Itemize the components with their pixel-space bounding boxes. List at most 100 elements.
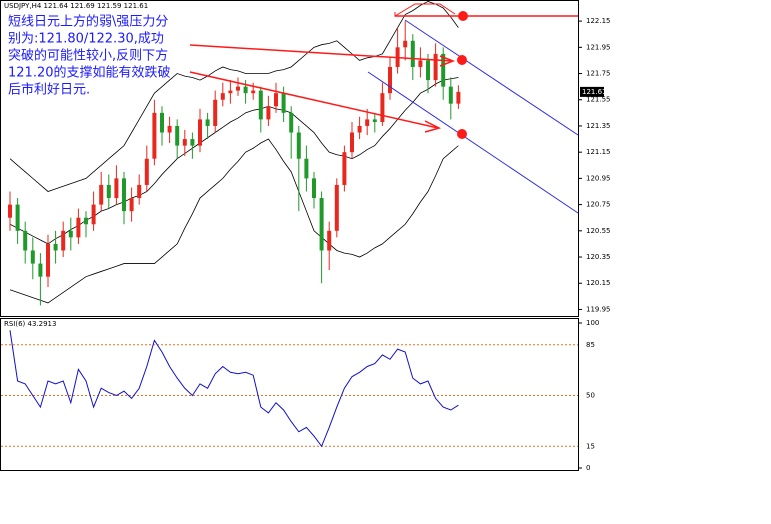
arrow	[394, 3, 456, 17]
candle-body	[8, 204, 12, 218]
candle-body	[448, 86, 453, 104]
y-tick-label: 85	[586, 341, 595, 349]
y-tick-label: 15	[586, 442, 595, 450]
candle-body	[190, 139, 195, 146]
candle-body	[68, 230, 73, 238]
y-tick-label: 121.75	[586, 70, 611, 78]
rsi-panel	[0, 318, 579, 471]
candle-body	[15, 204, 20, 231]
candle-body	[236, 86, 240, 91]
y-tick-label: 120.15	[586, 279, 611, 287]
candle-body	[281, 93, 286, 113]
channel-line	[367, 71, 579, 214]
candle-body	[456, 91, 461, 104]
candle-body	[441, 53, 446, 87]
candle-body	[388, 66, 392, 94]
annotation: 后市利好日元.	[8, 82, 90, 98]
candle-body	[304, 158, 309, 179]
candle-body	[38, 263, 43, 277]
rsi-line	[9, 330, 459, 448]
y-tick-label: 119.95	[586, 305, 611, 313]
candle-body	[182, 139, 187, 146]
channel-line	[404, 19, 579, 136]
candle-body	[312, 178, 316, 199]
arrow	[189, 71, 439, 129]
candle-body	[220, 93, 225, 100]
y-tick-label: 120.35	[586, 253, 611, 261]
candle-body	[205, 119, 210, 126]
candle-body	[433, 53, 438, 81]
candle-body	[76, 217, 81, 238]
candle-body	[289, 112, 294, 133]
candle-body	[53, 243, 58, 251]
candle-body	[365, 119, 370, 126]
candle-body	[228, 90, 233, 94]
candle-body	[266, 106, 271, 120]
y-tick-label: 120.55	[586, 227, 611, 235]
candle-body	[91, 204, 96, 225]
candle-body	[160, 112, 164, 133]
marker-dot	[458, 11, 468, 21]
candle-body	[61, 230, 66, 251]
y-tick-label: 120.95	[586, 174, 611, 182]
arrow	[424, 120, 442, 133]
candle-body	[213, 99, 218, 126]
y-tick-label: 120.75	[586, 201, 611, 209]
candle-body	[152, 112, 157, 159]
candle-body	[99, 184, 104, 205]
candle-body	[350, 132, 354, 153]
candle-body	[144, 158, 149, 185]
candle-body	[167, 125, 172, 133]
price-panel	[0, 0, 579, 317]
candle-body	[106, 184, 111, 199]
candle-body	[418, 60, 423, 67]
candle-body	[46, 243, 50, 277]
arrow	[439, 55, 456, 67]
arrow	[189, 44, 453, 62]
candle-body	[319, 198, 324, 251]
y-tick-label: 121.55	[586, 96, 611, 104]
candle-body	[175, 125, 180, 146]
candle-body	[327, 230, 332, 251]
candle-body	[334, 184, 339, 231]
annotations	[189, 3, 579, 214]
candle-body	[23, 230, 28, 251]
annotation: 121.20的支撑如能有效跌破	[8, 65, 171, 81]
candle-body	[357, 125, 362, 133]
annotation: 别为:121.80/122.30,成功	[8, 32, 164, 47]
candle-body	[243, 86, 248, 94]
candle-body	[274, 93, 278, 107]
bollinger-band	[9, 1, 459, 192]
candle-body	[296, 132, 301, 159]
candle-body	[137, 184, 142, 199]
candle-body	[251, 90, 256, 94]
y-tick-label: 121.35	[586, 122, 611, 130]
candle-body	[426, 60, 430, 81]
candle-body	[84, 217, 88, 225]
annotation: 突破的可能性较小,反则下方	[8, 48, 168, 64]
marker-dot	[457, 55, 467, 65]
candle-body	[129, 198, 134, 212]
candle-body	[122, 178, 126, 212]
annotation: 短线日元上方的弱\强压力分	[8, 14, 168, 30]
candle-body	[403, 40, 408, 48]
last-price-label: 121.61	[582, 88, 607, 96]
bollinger-band	[9, 138, 459, 304]
rsi-title: RSI(6) 43.2913	[4, 320, 56, 328]
candle-body	[30, 250, 35, 264]
candle-body	[380, 93, 385, 123]
marker-dot	[457, 129, 467, 139]
y-tick-label: 50	[586, 392, 595, 400]
candle-body	[372, 119, 377, 123]
candle-body	[198, 119, 202, 146]
chart-title: USDJPY,H4 121.64 121.69 121.59 121.61	[4, 2, 148, 10]
candle-body	[410, 40, 415, 67]
candle-body	[342, 152, 347, 185]
last-price-box	[580, 86, 604, 97]
y-tick-label: 121.15	[586, 148, 611, 156]
y-tick-label: 122.15	[586, 17, 611, 25]
y-tick-label: 100	[586, 319, 599, 327]
candle-body	[114, 178, 119, 199]
